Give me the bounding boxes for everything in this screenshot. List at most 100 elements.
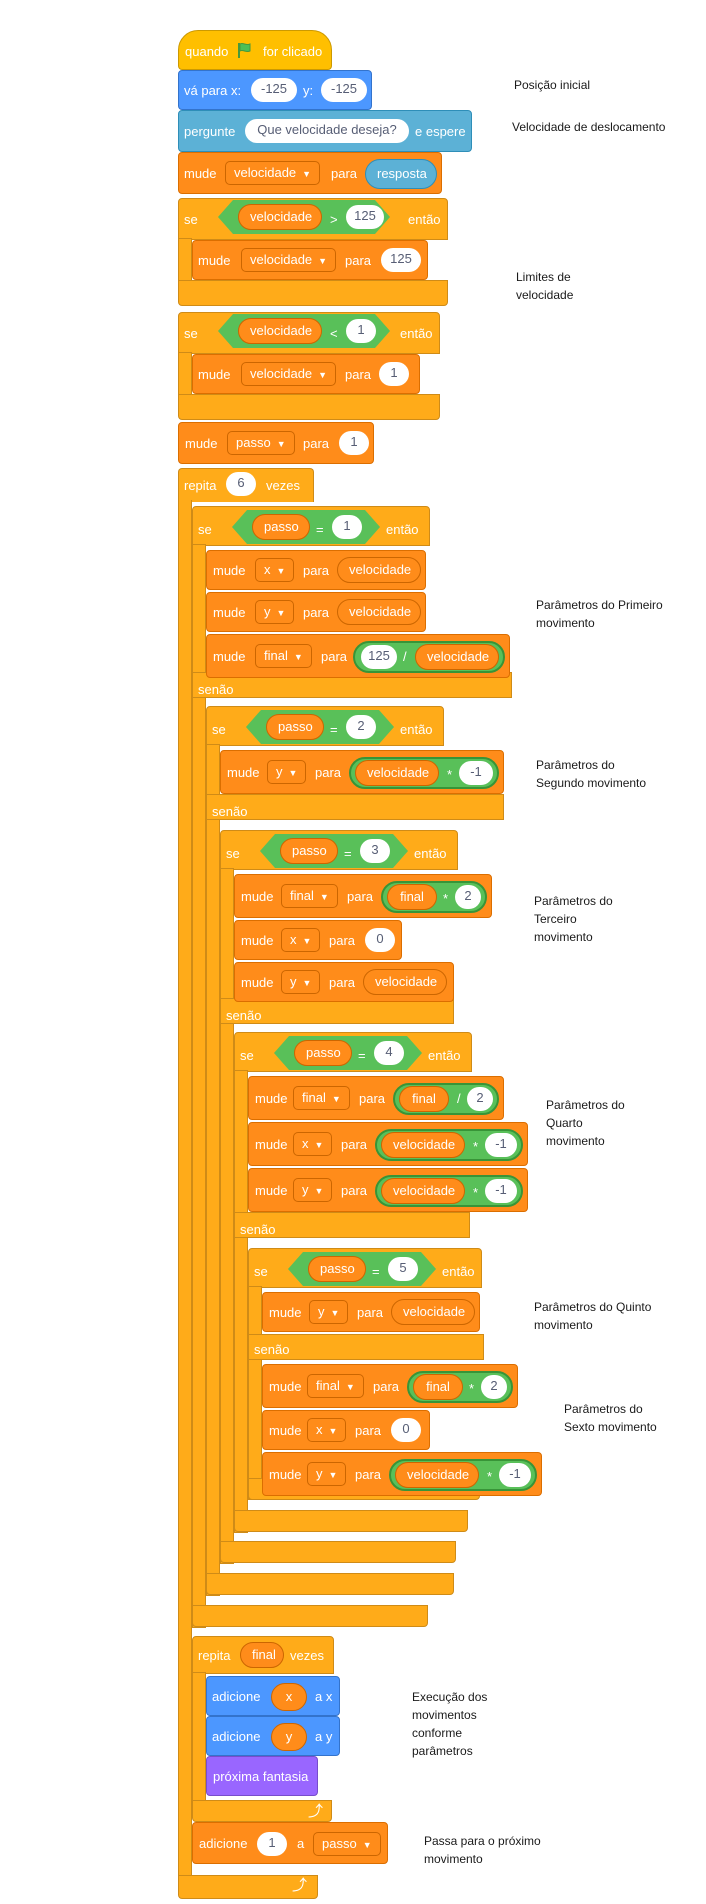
step-number-input[interactable]: 1 [332, 515, 362, 539]
velocidade-reporter[interactable]: velocidade [337, 599, 421, 625]
passo-reporter[interactable]: passo [252, 514, 310, 540]
chevron-down-icon: ▼ [288, 768, 298, 778]
x-reporter[interactable]: x [271, 1683, 307, 1711]
variable-dropdown[interactable]: final ▼ [293, 1086, 350, 1110]
change-passo-block[interactable]: adicione 1 a passo ▼ [192, 1822, 388, 1864]
final-reporter[interactable]: final [399, 1086, 449, 1112]
variable-dropdown[interactable]: velocidade ▼ [241, 362, 337, 386]
step-number-input[interactable]: 3 [360, 839, 390, 863]
number-input[interactable]: 2 [481, 1375, 507, 1399]
if-else-footer-1 [192, 1605, 428, 1627]
y-reporter[interactable]: y [271, 1723, 307, 1751]
set-final-block[interactable]: mude final ▼ para 125 / velocidade [206, 634, 510, 678]
passo-reporter[interactable]: passo [266, 714, 324, 740]
variable-dropdown[interactable]: x ▼ [293, 1132, 333, 1156]
set-x-block[interactable]: mude x ▼ para velocidade [206, 550, 426, 590]
final-reporter[interactable]: final [413, 1374, 463, 1400]
divide-symbol: / [403, 649, 407, 664]
number-input[interactable]: 2 [467, 1087, 493, 1111]
ask-question-input[interactable]: Que velocidade deseja? [245, 119, 409, 143]
to-label: para [329, 933, 356, 948]
number-input[interactable]: -1 [485, 1179, 517, 1203]
step-number-input[interactable]: 5 [388, 1257, 418, 1281]
value-input[interactable]: 0 [391, 1418, 421, 1442]
number-input[interactable]: 2 [455, 885, 481, 909]
velocidade-reporter[interactable]: velocidade [238, 204, 322, 230]
goto-xy-block[interactable]: vá para x: -125 y: -125 [178, 70, 372, 110]
passo-reporter[interactable]: passo [280, 838, 338, 864]
variable-dropdown[interactable]: velocidade ▼ [241, 248, 337, 272]
set-passo-block[interactable]: mude passo ▼ para 1 [178, 422, 374, 464]
set-x-negate-block[interactable]: mude x ▼ para velocidade * -1 [248, 1122, 528, 1166]
multiply-symbol: * [487, 1469, 493, 1484]
variable-dropdown[interactable]: y ▼ [307, 1462, 347, 1486]
velocidade-reporter[interactable]: velocidade [363, 969, 447, 995]
variable-dropdown[interactable]: passo ▼ [313, 1832, 381, 1856]
passo-reporter[interactable]: passo [294, 1040, 352, 1066]
value-input[interactable]: 1 [339, 431, 369, 455]
limit-input[interactable]: 125 [346, 205, 384, 229]
value-input[interactable]: 0 [365, 928, 395, 952]
velocidade-reporter[interactable]: velocidade [355, 760, 439, 786]
variable-dropdown[interactable]: final ▼ [281, 884, 338, 908]
change-y-block[interactable]: adicione y a y [206, 1716, 340, 1756]
set-x-zero-block[interactable]: mude x ▼ para 0 [234, 920, 402, 960]
velocidade-reporter[interactable]: velocidade [415, 644, 499, 670]
velocidade-reporter[interactable]: velocidade [395, 1462, 479, 1488]
step-number-input[interactable]: 2 [346, 715, 376, 739]
step-number-input[interactable]: 4 [374, 1041, 404, 1065]
value-input[interactable]: 1 [257, 1832, 287, 1856]
set-velocidade-max-block[interactable]: mude velocidade ▼ para 125 [192, 240, 428, 280]
number-input[interactable]: -1 [485, 1133, 517, 1157]
note-next-movement: Passa para o próximo movimento [424, 1834, 541, 1866]
variable-dropdown[interactable]: y ▼ [309, 1300, 349, 1324]
set-velocidade-min-block[interactable]: mude velocidade ▼ para 1 [192, 354, 420, 394]
final-reporter[interactable]: final [387, 884, 437, 910]
goto-x-input[interactable]: -125 [251, 78, 297, 102]
variable-dropdown[interactable]: y ▼ [281, 970, 321, 994]
variable-dropdown[interactable]: x ▼ [281, 928, 321, 952]
repeat-count-input[interactable]: 6 [226, 472, 256, 496]
value-input[interactable]: 1 [379, 362, 409, 386]
passo-reporter[interactable]: passo [308, 1256, 366, 1282]
velocidade-reporter[interactable]: velocidade [381, 1178, 465, 1204]
variable-dropdown[interactable]: y ▼ [293, 1178, 333, 1202]
final-reporter[interactable]: final [240, 1642, 284, 1668]
variable-dropdown[interactable]: final ▼ [255, 644, 312, 668]
number-input[interactable]: -1 [499, 1463, 531, 1487]
set-y-negate-block[interactable]: mude y ▼ para velocidade * -1 [248, 1168, 528, 1212]
value-input[interactable]: 125 [381, 248, 421, 272]
set-final-half-block[interactable]: mude final ▼ para final / 2 [248, 1076, 504, 1120]
variable-dropdown[interactable]: y ▼ [267, 760, 307, 784]
goto-y-input[interactable]: -125 [321, 78, 367, 102]
set-velocidade-block[interactable]: mude velocidade ▼ para resposta [178, 152, 442, 194]
set-y-block[interactable]: mude y ▼ para velocidade [234, 962, 454, 1002]
change-x-block[interactable]: adicione x a x [206, 1676, 340, 1716]
next-costume-block[interactable]: próxima fantasia [206, 1756, 318, 1796]
variable-dropdown[interactable]: x ▼ [307, 1418, 347, 1442]
number-input[interactable]: 125 [361, 645, 397, 669]
limit-input[interactable]: 1 [346, 319, 376, 343]
set-final-double-block[interactable]: mude final ▼ para final * 2 [262, 1364, 518, 1408]
velocidade-reporter[interactable]: velocidade [337, 557, 421, 583]
set-y-negate-block[interactable]: mude y ▼ para velocidade * -1 [262, 1452, 542, 1496]
variable-dropdown[interactable]: y ▼ [255, 600, 295, 624]
set-y-block[interactable]: mude y ▼ para velocidade [262, 1292, 480, 1332]
variable-dropdown[interactable]: passo ▼ [227, 431, 295, 455]
ask-and-wait-block[interactable]: pergunte Que velocidade deseja? e espere [178, 110, 472, 152]
if-else-arm-4 [234, 1070, 248, 1533]
number-input[interactable]: -1 [459, 761, 493, 785]
velocidade-reporter[interactable]: velocidade [391, 1299, 475, 1325]
velocidade-reporter[interactable]: velocidade [238, 318, 322, 344]
variable-dropdown[interactable]: x ▼ [255, 558, 295, 582]
set-y-negate-block[interactable]: mude y ▼ para velocidade * -1 [220, 750, 504, 794]
variable-dropdown[interactable]: velocidade ▼ [225, 161, 321, 185]
when-flag-clicked-block[interactable]: quando for clicado [178, 30, 332, 70]
set-x-zero-block[interactable]: mude x ▼ para 0 [262, 1410, 430, 1450]
velocidade-reporter[interactable]: velocidade [381, 1132, 465, 1158]
set-final-double-block[interactable]: mude final ▼ para final * 2 [234, 874, 492, 918]
answer-reporter[interactable]: resposta [365, 159, 437, 189]
set-y-block[interactable]: mude y ▼ para velocidade [206, 592, 426, 632]
variable-dropdown[interactable]: final ▼ [307, 1374, 364, 1398]
to-label: para [303, 605, 330, 620]
